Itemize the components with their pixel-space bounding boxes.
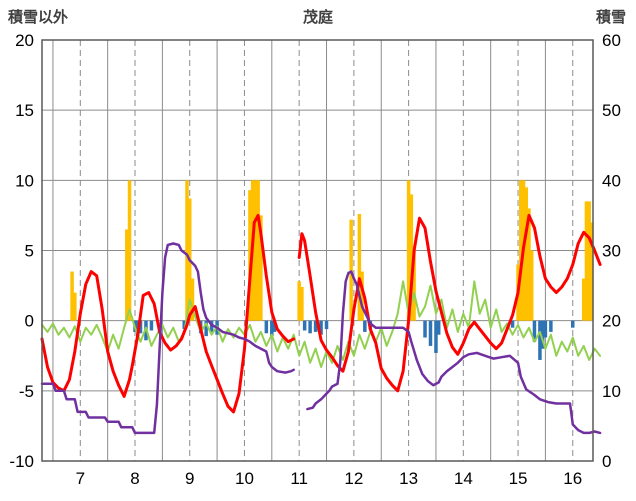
chart-title: 茂庭 — [302, 9, 333, 26]
svg-text:10: 10 — [15, 171, 34, 190]
svg-text:16: 16 — [563, 469, 582, 488]
svg-text:10: 10 — [602, 382, 621, 401]
right-axis-title: 積雪 — [595, 9, 626, 26]
left-axis-title: 積雪以外 — [8, 9, 69, 26]
svg-text:15: 15 — [15, 101, 34, 120]
svg-text:14: 14 — [454, 469, 473, 488]
svg-text:8: 8 — [130, 469, 139, 488]
svg-text:0: 0 — [25, 312, 34, 331]
svg-text:50: 50 — [602, 101, 621, 120]
svg-text:-10: -10 — [9, 452, 34, 471]
svg-text:13: 13 — [399, 469, 418, 488]
svg-text:40: 40 — [602, 171, 621, 190]
svg-text:10: 10 — [235, 469, 254, 488]
svg-text:30: 30 — [602, 242, 621, 261]
svg-text:20: 20 — [602, 312, 621, 331]
svg-text:11: 11 — [290, 469, 308, 488]
svg-text:5: 5 — [25, 242, 34, 261]
svg-text:-5: -5 — [19, 382, 34, 401]
svg-text:9: 9 — [185, 469, 194, 488]
svg-text:7: 7 — [76, 469, 85, 488]
svg-text:60: 60 — [602, 31, 621, 50]
svg-text:12: 12 — [344, 469, 363, 488]
svg-text:15: 15 — [509, 469, 528, 488]
svg-text:20: 20 — [15, 31, 34, 50]
svg-text:0: 0 — [602, 452, 611, 471]
